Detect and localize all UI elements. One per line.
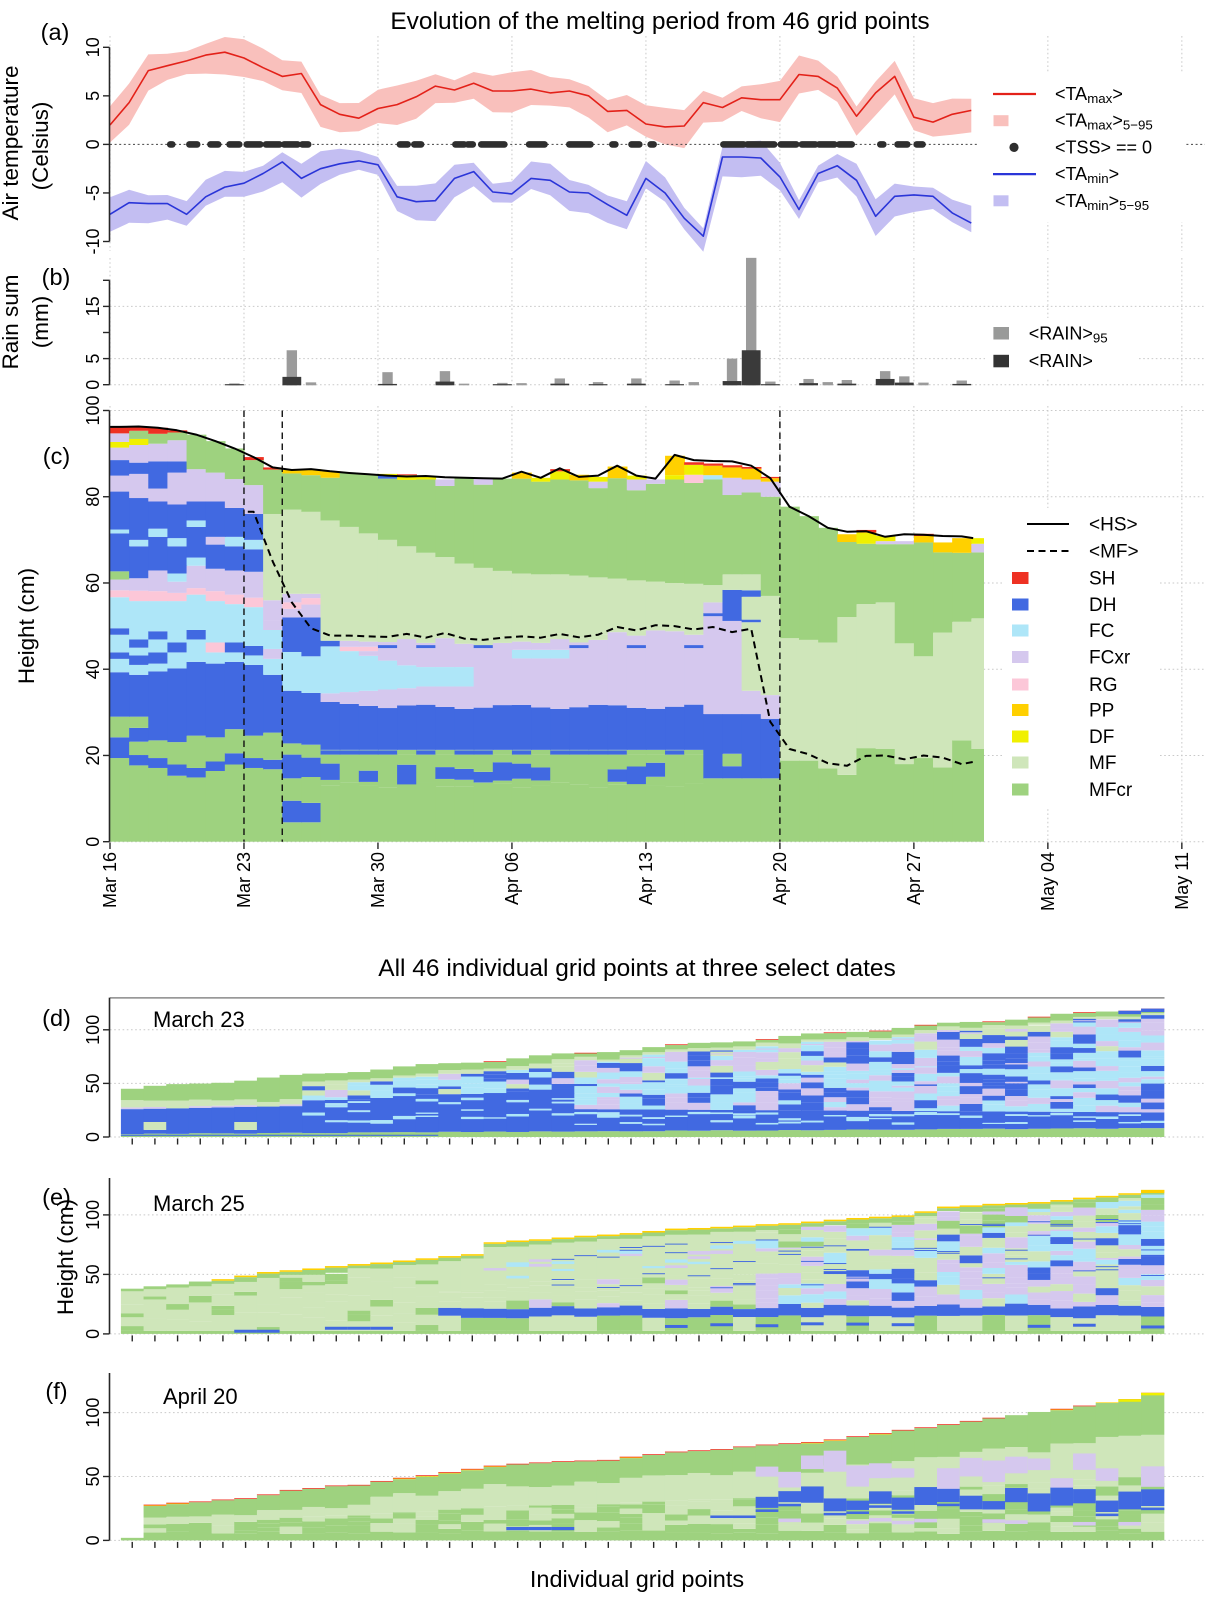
svg-text:(a): (a) [41,19,70,45]
svg-text:Mar 16: Mar 16 [100,852,120,908]
svg-text:Individual grid points: Individual grid points [530,1566,744,1592]
svg-text:Air temperature: Air temperature [0,65,23,220]
svg-text:40: 40 [83,659,103,679]
svg-text:Apr 27: Apr 27 [904,852,924,905]
svg-text:March 25: March 25 [153,1191,245,1216]
svg-text:0: 0 [83,380,103,390]
svg-text:(b): (b) [42,264,71,290]
svg-text:DH: DH [1089,595,1116,616]
svg-text:PP: PP [1089,701,1114,722]
svg-text:<TAmin>: <TAmin> [1055,164,1119,186]
svg-text:<MF>: <MF> [1089,542,1139,563]
svg-text:5: 5 [83,354,103,364]
svg-text:<TSS> == 0: <TSS> == 0 [1055,137,1152,157]
svg-text:Rain sum: Rain sum [0,274,23,369]
svg-text:15: 15 [83,296,103,316]
svg-text:May 11: May 11 [1172,852,1192,910]
svg-text:100: 100 [83,1398,103,1428]
svg-text:MF: MF [1089,753,1116,774]
svg-text:<RAIN>: <RAIN> [1029,351,1093,371]
svg-text:0: 0 [83,837,103,847]
svg-text:April 20: April 20 [163,1384,238,1409]
svg-text:80: 80 [83,487,103,507]
svg-text:Height (cm): Height (cm) [53,1199,78,1315]
svg-text:FCxr: FCxr [1089,648,1131,669]
svg-text:50: 50 [83,1466,103,1486]
svg-text:RG: RG [1089,675,1118,696]
svg-text:(mm): (mm) [28,296,53,348]
svg-text:March 23: March 23 [153,1007,245,1032]
svg-text:(f): (f) [45,1378,67,1404]
svg-text:0: 0 [83,1132,103,1142]
svg-text:5: 5 [83,91,103,101]
svg-text:Apr 06: Apr 06 [502,852,522,905]
svg-text:10: 10 [83,37,103,57]
svg-text:100: 100 [83,1015,103,1045]
svg-text:(d): (d) [42,1005,71,1031]
svg-text:50: 50 [83,1264,103,1284]
svg-text:MFcr: MFcr [1089,780,1133,801]
svg-text:Mar 30: Mar 30 [368,852,388,908]
svg-text:(c): (c) [43,443,70,469]
svg-text:50: 50 [83,1073,103,1093]
svg-text:<HS>: <HS> [1089,515,1138,536]
svg-text:-10: -10 [83,228,103,254]
svg-text:Evolution of the melting perio: Evolution of the melting period from 46 … [390,8,929,35]
svg-text:Mar 23: Mar 23 [234,852,254,908]
svg-text:100: 100 [83,1200,103,1230]
svg-text:Height (cm): Height (cm) [14,568,39,684]
svg-text:FC: FC [1089,621,1114,642]
svg-text:20: 20 [83,745,103,765]
svg-text:100: 100 [83,395,103,425]
svg-text:All 46 individual grid points: All 46 individual grid points at three s… [378,955,896,982]
svg-text:May 04: May 04 [1038,852,1058,911]
svg-text:Apr 13: Apr 13 [636,852,656,905]
svg-text:(Celsius): (Celsius) [28,102,53,191]
svg-text:0: 0 [83,139,103,149]
svg-text:0: 0 [83,1535,103,1545]
svg-text:60: 60 [83,573,103,593]
svg-text:DF: DF [1089,727,1114,748]
svg-text:-5: -5 [83,185,103,201]
svg-text:SH: SH [1089,569,1115,590]
svg-text:0: 0 [83,1329,103,1339]
svg-text:Apr 20: Apr 20 [770,852,790,905]
